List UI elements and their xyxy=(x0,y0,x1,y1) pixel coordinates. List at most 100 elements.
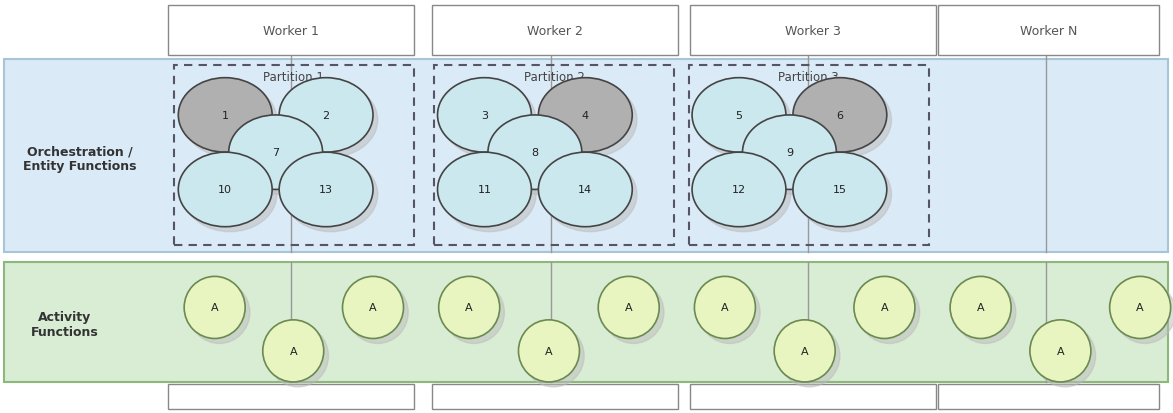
Ellipse shape xyxy=(263,320,324,382)
Ellipse shape xyxy=(229,116,323,190)
Text: A: A xyxy=(290,346,297,356)
Ellipse shape xyxy=(443,282,504,344)
Ellipse shape xyxy=(538,153,632,227)
Text: 8: 8 xyxy=(531,148,538,158)
Text: A: A xyxy=(1057,346,1064,356)
Ellipse shape xyxy=(793,78,887,153)
Ellipse shape xyxy=(493,121,586,195)
Text: A: A xyxy=(625,303,632,313)
Ellipse shape xyxy=(347,282,408,344)
Text: A: A xyxy=(881,303,888,313)
Ellipse shape xyxy=(538,78,632,153)
FancyBboxPatch shape xyxy=(690,384,936,409)
Text: Activity
Functions: Activity Functions xyxy=(30,310,99,338)
Ellipse shape xyxy=(1035,325,1096,387)
Text: 11: 11 xyxy=(477,185,491,195)
Ellipse shape xyxy=(442,83,536,158)
Text: A: A xyxy=(977,303,984,313)
Ellipse shape xyxy=(438,78,531,153)
Ellipse shape xyxy=(279,78,373,153)
Text: 6: 6 xyxy=(836,111,843,121)
Ellipse shape xyxy=(692,153,786,227)
Text: 1: 1 xyxy=(222,111,229,121)
FancyBboxPatch shape xyxy=(168,6,414,56)
Ellipse shape xyxy=(699,282,760,344)
Ellipse shape xyxy=(189,282,250,344)
FancyBboxPatch shape xyxy=(432,384,678,409)
Ellipse shape xyxy=(774,320,835,382)
Text: Worker N: Worker N xyxy=(1021,24,1077,38)
FancyBboxPatch shape xyxy=(690,6,936,56)
Ellipse shape xyxy=(743,116,836,190)
Text: Worker 3: Worker 3 xyxy=(785,24,841,38)
Text: 7: 7 xyxy=(272,148,279,158)
Ellipse shape xyxy=(1110,277,1171,339)
Ellipse shape xyxy=(603,282,664,344)
Ellipse shape xyxy=(1114,282,1173,344)
Ellipse shape xyxy=(798,83,891,158)
Text: 15: 15 xyxy=(833,185,847,195)
Text: A: A xyxy=(801,346,808,356)
Ellipse shape xyxy=(442,158,536,232)
Text: 2: 2 xyxy=(323,111,330,121)
Text: 5: 5 xyxy=(735,111,743,121)
Ellipse shape xyxy=(543,83,637,158)
Text: A: A xyxy=(211,303,218,313)
Ellipse shape xyxy=(518,320,579,382)
Ellipse shape xyxy=(1030,320,1091,382)
Text: A: A xyxy=(721,303,728,313)
Text: Partition 1: Partition 1 xyxy=(264,71,324,84)
FancyBboxPatch shape xyxy=(938,6,1159,56)
Text: 12: 12 xyxy=(732,185,746,195)
Ellipse shape xyxy=(284,158,378,232)
FancyBboxPatch shape xyxy=(432,6,678,56)
Ellipse shape xyxy=(438,153,531,227)
Ellipse shape xyxy=(178,153,272,227)
Ellipse shape xyxy=(233,121,327,195)
Ellipse shape xyxy=(697,83,791,158)
Text: A: A xyxy=(369,303,377,313)
Text: Worker 2: Worker 2 xyxy=(527,24,583,38)
Ellipse shape xyxy=(284,83,378,158)
FancyBboxPatch shape xyxy=(4,262,1168,382)
Text: 13: 13 xyxy=(319,185,333,195)
Text: Partition 3: Partition 3 xyxy=(779,71,839,84)
Text: A: A xyxy=(545,346,552,356)
Ellipse shape xyxy=(488,116,582,190)
Text: Partition 2: Partition 2 xyxy=(524,71,584,84)
Ellipse shape xyxy=(950,277,1011,339)
Ellipse shape xyxy=(279,153,373,227)
Text: 9: 9 xyxy=(786,148,793,158)
Ellipse shape xyxy=(859,282,920,344)
Ellipse shape xyxy=(692,78,786,153)
Ellipse shape xyxy=(183,158,277,232)
Ellipse shape xyxy=(543,158,637,232)
Text: 10: 10 xyxy=(218,185,232,195)
FancyBboxPatch shape xyxy=(938,384,1159,409)
Text: A: A xyxy=(1137,303,1144,313)
FancyBboxPatch shape xyxy=(168,384,414,409)
Ellipse shape xyxy=(955,282,1016,344)
Text: A: A xyxy=(466,303,473,313)
Ellipse shape xyxy=(793,153,887,227)
Text: Orchestration /
Entity Functions: Orchestration / Entity Functions xyxy=(23,145,136,173)
Ellipse shape xyxy=(694,277,755,339)
Ellipse shape xyxy=(779,325,840,387)
FancyBboxPatch shape xyxy=(4,60,1168,252)
Text: 3: 3 xyxy=(481,111,488,121)
Ellipse shape xyxy=(747,121,841,195)
Ellipse shape xyxy=(798,158,891,232)
Ellipse shape xyxy=(439,277,500,339)
Ellipse shape xyxy=(184,277,245,339)
Ellipse shape xyxy=(854,277,915,339)
Text: Worker 1: Worker 1 xyxy=(263,24,319,38)
Ellipse shape xyxy=(267,325,328,387)
Ellipse shape xyxy=(178,78,272,153)
Ellipse shape xyxy=(598,277,659,339)
Ellipse shape xyxy=(697,158,791,232)
Ellipse shape xyxy=(523,325,584,387)
Ellipse shape xyxy=(183,83,277,158)
Text: 4: 4 xyxy=(582,111,589,121)
Text: 14: 14 xyxy=(578,185,592,195)
Ellipse shape xyxy=(343,277,404,339)
